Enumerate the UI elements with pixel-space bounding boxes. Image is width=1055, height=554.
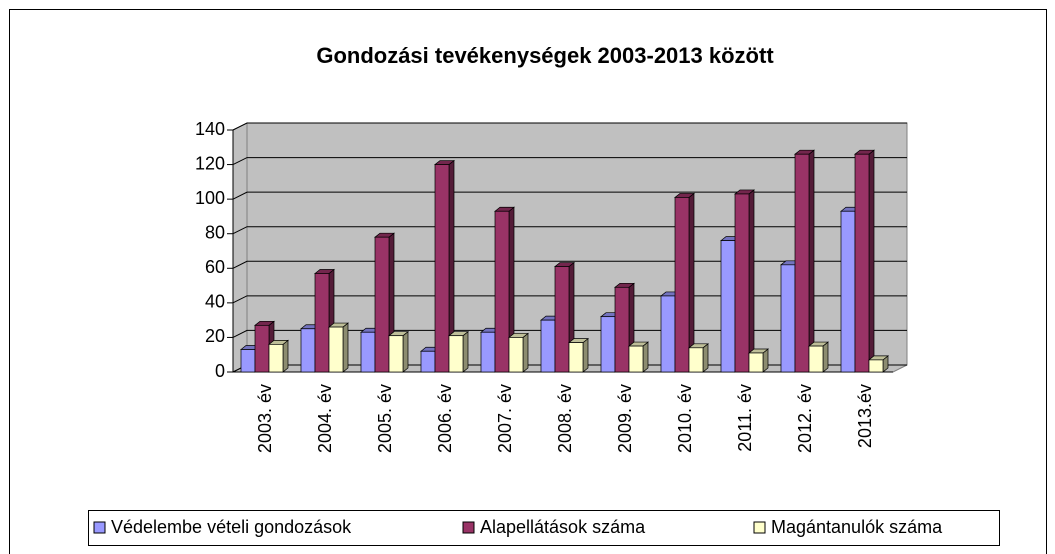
bar-front xyxy=(328,326,344,373)
grid-line xyxy=(232,191,907,200)
bar xyxy=(868,355,889,373)
bar-side xyxy=(342,322,349,373)
bar-side xyxy=(748,189,755,373)
bar-front xyxy=(314,273,330,373)
x-tick-label: 2008. év xyxy=(555,384,575,453)
bar-front xyxy=(540,319,556,373)
bar-front xyxy=(268,343,284,373)
bar-front xyxy=(614,286,630,373)
x-tick-label: 2006. év xyxy=(435,384,455,453)
bar xyxy=(508,332,529,373)
x-tick-label: 2005. év xyxy=(375,384,395,453)
bar-front xyxy=(434,164,450,373)
bar-side xyxy=(868,149,875,373)
bar-front xyxy=(448,335,464,373)
bar-front xyxy=(480,331,496,373)
bar-front xyxy=(734,193,750,373)
bar-side xyxy=(462,330,469,373)
y-tick-label: 0 xyxy=(215,361,225,381)
bar xyxy=(688,343,709,373)
x-tick-label: 2011. év xyxy=(735,384,755,452)
legend-label: Alapellátások száma xyxy=(480,517,646,537)
legend-label: Védelembe vételi gondozások xyxy=(111,517,352,537)
bar-front xyxy=(628,345,644,373)
bar xyxy=(808,341,829,373)
bar-front xyxy=(420,350,436,373)
bar-front xyxy=(374,236,390,373)
bar-side xyxy=(402,330,409,373)
y-tick-label: 140 xyxy=(195,119,225,139)
bar-front xyxy=(240,349,256,373)
bar-front xyxy=(840,210,856,373)
y-tick-label: 40 xyxy=(205,292,225,312)
x-tick-label: 2007. év xyxy=(495,384,515,453)
bar-front xyxy=(720,240,736,373)
x-tick-label: 2003. év xyxy=(255,384,275,453)
bar xyxy=(448,330,469,373)
chart-title: Gondozási tevékenységek 2003-2013 között xyxy=(316,43,774,68)
bar-side xyxy=(822,341,829,373)
bar xyxy=(734,189,755,373)
bar-front xyxy=(854,153,870,373)
x-tick-label: 2004. év xyxy=(315,384,335,453)
grid-line xyxy=(232,122,907,131)
legend-swatch xyxy=(753,521,766,534)
bar-front xyxy=(388,335,404,373)
bar-side xyxy=(702,343,709,373)
y-tick-label: 20 xyxy=(205,326,225,346)
bar xyxy=(748,348,769,373)
bar-front xyxy=(254,324,270,373)
y-tick-label: 120 xyxy=(195,153,225,173)
bar-front xyxy=(688,347,704,373)
x-tick-label: 2013.év xyxy=(855,384,875,448)
bar-front xyxy=(600,316,616,373)
bar-front xyxy=(360,331,376,373)
bar xyxy=(628,341,649,373)
bar-front xyxy=(660,295,676,373)
bar xyxy=(854,149,875,373)
bar xyxy=(568,337,589,373)
grid-line xyxy=(232,157,907,166)
y-tick-label: 60 xyxy=(205,257,225,277)
legend-box xyxy=(88,510,1000,546)
bar-front xyxy=(494,210,510,373)
bar-side xyxy=(522,332,529,373)
legend-label: Magántanulók száma xyxy=(771,517,943,537)
bar-front xyxy=(568,342,584,373)
x-tick-label: 2012. év xyxy=(795,384,815,453)
legend-swatch xyxy=(462,521,475,534)
bar-side xyxy=(808,149,815,373)
bar-side xyxy=(582,337,589,373)
y-tick-label: 100 xyxy=(195,188,225,208)
y-tick-label: 80 xyxy=(205,222,225,242)
bar xyxy=(794,149,815,373)
x-tick-label: 2009. év xyxy=(615,384,635,453)
bar-front xyxy=(554,266,570,373)
bar xyxy=(434,159,455,373)
bar-front xyxy=(794,153,810,373)
x-tick-label: 2010. év xyxy=(675,384,695,453)
bar xyxy=(268,339,289,373)
bar xyxy=(328,322,349,373)
legend-swatch xyxy=(93,521,106,534)
bar-front xyxy=(300,328,316,373)
bar-front xyxy=(780,264,796,373)
bar-front xyxy=(674,197,690,373)
side-wall xyxy=(232,122,248,373)
bar-side xyxy=(282,339,289,373)
bar-front xyxy=(808,345,824,373)
bar-front xyxy=(868,359,884,373)
bar xyxy=(388,330,409,373)
bar-side xyxy=(642,341,649,373)
bar xyxy=(674,192,695,373)
bar-front xyxy=(748,352,764,373)
bar-front xyxy=(508,337,524,373)
